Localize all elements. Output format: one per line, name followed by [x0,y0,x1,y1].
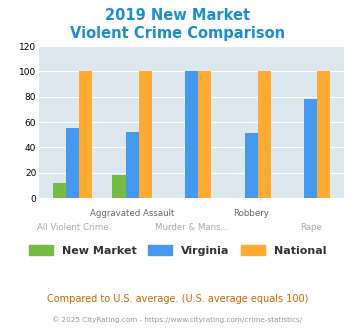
Text: 2019 New Market: 2019 New Market [105,8,250,23]
Bar [304,99,317,198]
Text: © 2025 CityRating.com - https://www.cityrating.com/crime-statistics/: © 2025 CityRating.com - https://www.city… [53,317,302,323]
Bar [198,72,211,198]
Bar [185,72,198,198]
Text: Rape: Rape [300,223,322,232]
Bar [245,134,258,198]
Bar [317,72,331,198]
Text: Violent Crime Comparison: Violent Crime Comparison [70,26,285,41]
Bar [139,72,152,198]
Text: Murder & Mans...: Murder & Mans... [155,223,229,232]
Bar [113,175,126,198]
Bar [258,72,271,198]
Text: Compared to U.S. average. (U.S. average equals 100): Compared to U.S. average. (U.S. average … [47,294,308,304]
Text: Robbery: Robbery [233,209,269,218]
Text: All Violent Crime: All Violent Crime [37,223,108,232]
Bar [53,183,66,198]
Bar [66,128,79,198]
Bar [79,72,92,198]
Text: Aggravated Assault: Aggravated Assault [90,209,174,218]
Bar [126,132,139,198]
Legend: New Market, Virginia, National: New Market, Virginia, National [24,241,331,260]
